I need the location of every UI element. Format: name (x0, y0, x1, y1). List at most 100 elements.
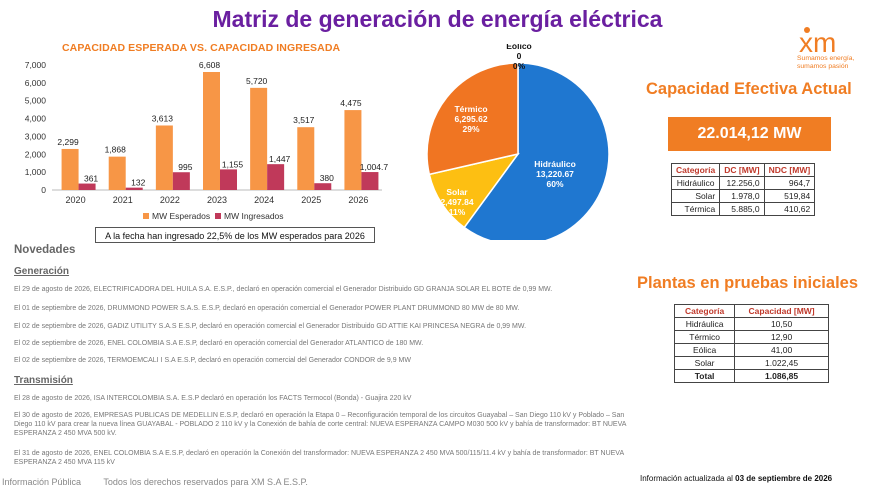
data-label: 995 (178, 162, 192, 172)
slice-label: Solar (446, 187, 468, 197)
capacidad-total: 22.014,12 MW (668, 117, 831, 151)
bar-esperados (203, 72, 220, 190)
data-label: 132 (131, 178, 145, 188)
y-tick-label: 5,000 (25, 96, 47, 106)
slice-label: Hidráulico (534, 159, 576, 169)
bar-chart: 0 1,000 2,000 3,000 4,000 5,000 6,000 7,000 2,29… (25, 60, 389, 221)
transmision-title: Transmisión (14, 375, 73, 386)
table-cell: 41,00 (734, 343, 829, 357)
table-row: Térmico 12,90 (673, 330, 829, 344)
xm-logo-icon: xm (799, 27, 836, 56)
xm-tagline: Sumamos energía, sumamos pasión (797, 55, 854, 70)
bar-ingresados (267, 164, 285, 190)
y-tick-label: 2,000 (25, 149, 47, 159)
footer-update: Información actualizada al 03 de septiem… (640, 474, 832, 483)
slice-label: 0 (517, 51, 522, 61)
transmision-item: El 30 de agosto de 2026, EMPRESAS PUBLIC… (14, 412, 627, 437)
table-row: Térmica 5.885,0 410,62 (670, 202, 816, 216)
table-cell: 12.256,0 (719, 176, 765, 190)
y-tick-label: 0 (41, 185, 46, 195)
header-cell: Categoría (670, 163, 721, 177)
header-cell: Capacidad [MW] (734, 304, 829, 318)
data-label: 5,720 (246, 76, 268, 86)
y-tick-label: 3,000 (25, 131, 47, 141)
bar-ingresados (361, 172, 379, 190)
capacidad-title: Capacidad Efectiva Actual (646, 80, 852, 98)
data-label: 6,608 (199, 60, 221, 70)
generacion-title: Generación (14, 266, 70, 277)
generacion-item: El 01 de septiembre de 2026, DRUMMOND PO… (14, 305, 520, 312)
bar-esperados (108, 156, 126, 190)
table-cell: Total (673, 369, 736, 383)
bar-esperados (61, 148, 79, 190)
bar-esperados (344, 110, 362, 190)
table-header: Categoría Capacidad [MW] (673, 304, 829, 318)
table-cell: Hidráulico (670, 176, 721, 190)
bar-esperados (250, 87, 268, 190)
xm-tagline-2: sumamos pasión (797, 62, 849, 70)
table-cell: 410,62 (763, 202, 816, 216)
legend-swatch (215, 213, 221, 219)
table-row: Solar 1.022,45 (673, 356, 829, 370)
table-cell: 1.978,0 (719, 189, 765, 203)
legend-label: MW Esperados (152, 211, 210, 221)
plantas-table: Categoría Capacidad [MW] Hidráulica 10,5… (673, 304, 829, 383)
generacion-item: El 02 de septiembre de 2026, ENEL COLOMB… (14, 340, 424, 347)
pie-slice (428, 152, 520, 229)
xm-tagline-1: Sumamos energía, (797, 55, 855, 62)
x-tick-label: 2026 (348, 195, 368, 205)
page-title: Matriz de generación de energía eléctric… (212, 6, 663, 32)
slice-label: 13,220.67 (536, 169, 574, 179)
bar-ingresados (125, 187, 143, 190)
pie-slice (463, 62, 610, 240)
table-cell: Térmico (673, 330, 736, 344)
table-cell: 5.885,0 (719, 202, 765, 216)
x-tick-label: 2023 (207, 195, 227, 205)
table-cell: Eólica (673, 343, 736, 357)
table-header: Categoría DC [MW] NDC [MW] (670, 163, 816, 177)
x-tick-label: 2024 (254, 195, 274, 205)
capacidad-table: Categoría DC [MW] NDC [MW] Hidráulico 12… (670, 163, 816, 216)
data-label: 2,299 (57, 137, 79, 147)
table-row: Hidráulico 12.256,0 964,7 (670, 176, 816, 190)
bar-ingresados (78, 183, 96, 190)
table-cell: Solar (673, 356, 736, 370)
data-label: 380 (320, 173, 334, 183)
y-tick-label: 7,000 (25, 60, 47, 70)
plantas-title: Plantas en pruebas iniciales (637, 274, 859, 292)
footer-update-date: 03 de septiembre de 2026 (735, 474, 833, 483)
data-label: 3,613 (152, 113, 174, 123)
table-total-row: Total 1.086,85 (673, 369, 829, 383)
data-label: 1,155 (222, 159, 244, 169)
slice-label: Eólico (506, 44, 532, 51)
slice-label: 60% (546, 179, 563, 189)
transmision-item: El 28 de agosto de 2026, ISA INTERCOLOMB… (14, 395, 412, 402)
x-tick-label: 2021 (113, 195, 133, 205)
pie-slice (426, 62, 519, 176)
table-cell: Hidráulica (673, 317, 736, 331)
legend-label: MW Ingresados (224, 211, 284, 221)
data-label: 361 (84, 174, 98, 184)
bar-chart-title: CAPACIDAD ESPERADA VS. CAPACIDAD INGRESA… (62, 42, 341, 54)
y-tick-label: 4,000 (25, 114, 47, 124)
table-row: Hidráulica 10,50 (673, 317, 829, 331)
footer-update-prefix: Información actualizada al (640, 474, 736, 483)
generacion-item: El 29 de agosto de 2026, ELECTRIFICADORA… (14, 286, 553, 293)
bar-ingresados (172, 172, 190, 190)
header-cell: DC [MW] (719, 163, 765, 177)
slice-label: 0% (513, 61, 526, 71)
footer-rights: Información Pública Todos los derechos r… (2, 477, 308, 487)
table-cell: Solar (670, 189, 721, 203)
table-cell: 1.086,85 (734, 369, 829, 383)
data-label: 1,447 (269, 154, 291, 164)
table-cell: 10,50 (734, 317, 829, 331)
table-cell: Térmica (670, 202, 721, 216)
slice-label: 2,497.84 (440, 197, 473, 207)
x-tick-label: 2022 (160, 195, 180, 205)
x-tick-label: 2020 (66, 195, 86, 205)
table-cell: 964,7 (763, 176, 816, 190)
legend-swatch (143, 213, 149, 219)
x-tick-label: 2025 (301, 195, 321, 205)
slice-label: 11% (449, 207, 466, 217)
